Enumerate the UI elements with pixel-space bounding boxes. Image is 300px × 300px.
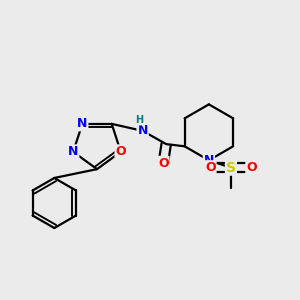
- Text: N: N: [68, 145, 78, 158]
- Text: O: O: [158, 157, 169, 170]
- Text: O: O: [116, 145, 126, 158]
- Text: H: H: [135, 115, 143, 125]
- Text: N: N: [137, 124, 148, 137]
- Text: O: O: [246, 161, 257, 174]
- Text: O: O: [205, 161, 216, 174]
- Text: N: N: [77, 117, 88, 130]
- Text: S: S: [226, 161, 236, 175]
- Text: N: N: [204, 154, 214, 167]
